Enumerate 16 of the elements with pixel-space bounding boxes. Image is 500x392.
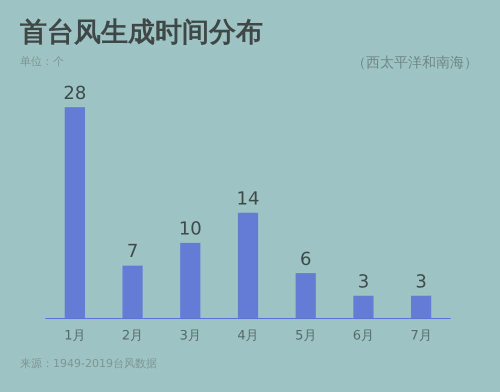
data-label: 10: [178, 218, 202, 240]
x-tick-label: 1月: [64, 328, 86, 344]
chart-title: 首台风生成时间分布: [20, 16, 263, 50]
x-tick-label: 2月: [122, 328, 144, 344]
x-tick-label: 3月: [180, 328, 201, 344]
data-label: 6: [300, 248, 312, 270]
data-label: 28: [63, 82, 86, 104]
chart-subtitle: （西太平洋和南海）: [352, 54, 478, 72]
x-tick-label: 5月: [295, 328, 316, 344]
x-tick-label: 7月: [410, 328, 432, 344]
data-label: 3: [415, 271, 427, 292]
data-label: 3: [358, 271, 370, 292]
x-tick-label: 6月: [352, 328, 374, 344]
data-label: 14: [236, 188, 260, 210]
x-tick-label: 4月: [237, 328, 259, 344]
data-label: 7: [126, 241, 138, 262]
